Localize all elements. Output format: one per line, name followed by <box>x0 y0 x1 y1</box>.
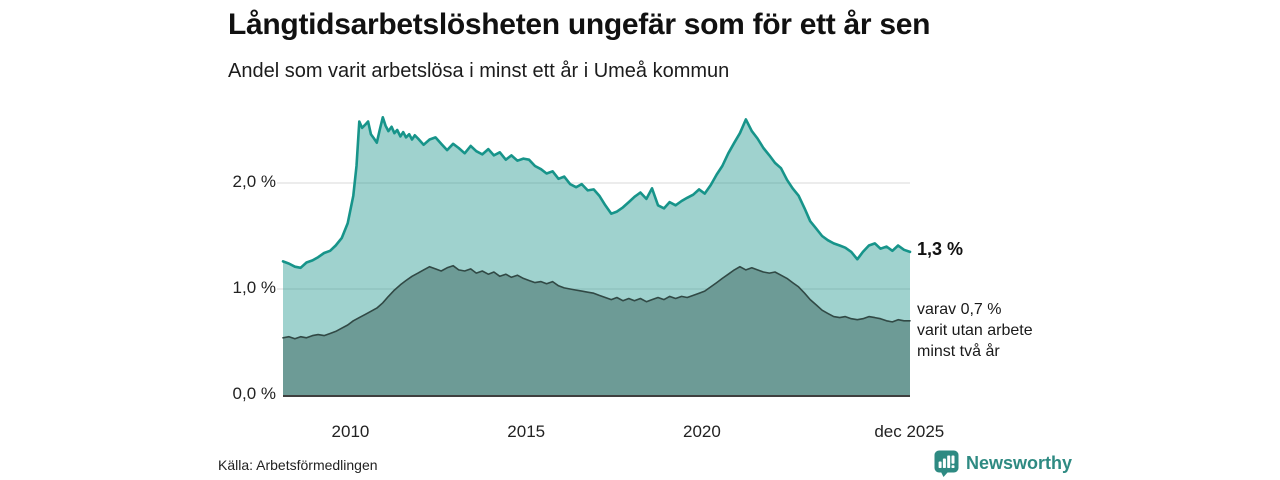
two-year-area <box>283 265 910 395</box>
y-tick-label: 2,0 % <box>232 172 276 191</box>
y-tick-label: 1,0 % <box>232 278 276 297</box>
two-year-line <box>282 264 911 340</box>
chart-subtitle: Andel som varit arbetslösa i minst ett å… <box>228 60 730 82</box>
subset-annotation-line: varav 0,7 % <box>917 300 1002 318</box>
x-tick-label: 2010 <box>331 422 370 441</box>
subset-annotation-line: minst två år <box>917 342 1000 360</box>
subset-annotation-line: varit utan arbete <box>917 321 1033 339</box>
source-note: Källa: Arbetsförmedlingen <box>218 457 378 473</box>
total-line <box>281 116 912 270</box>
x-tick-label: dec 2025 <box>874 422 945 441</box>
x-tick-label: 2015 <box>507 422 546 441</box>
newsworthy-icon <box>934 450 959 477</box>
subset-annotation: varav 0,7 % varit utan arbete minst två … <box>917 299 1033 362</box>
latest-value-label: 1,3 % <box>917 238 964 259</box>
newsworthy-wordmark: Newsworthy <box>966 453 1073 473</box>
y-tick-label: 0,0 % <box>232 384 276 403</box>
page-title: Långtidsarbetslösheten ungefär som för e… <box>228 8 931 41</box>
newsworthy-logo[interactable]: Newsworthy <box>934 450 1072 477</box>
x-tick-label: 2020 <box>683 422 721 441</box>
